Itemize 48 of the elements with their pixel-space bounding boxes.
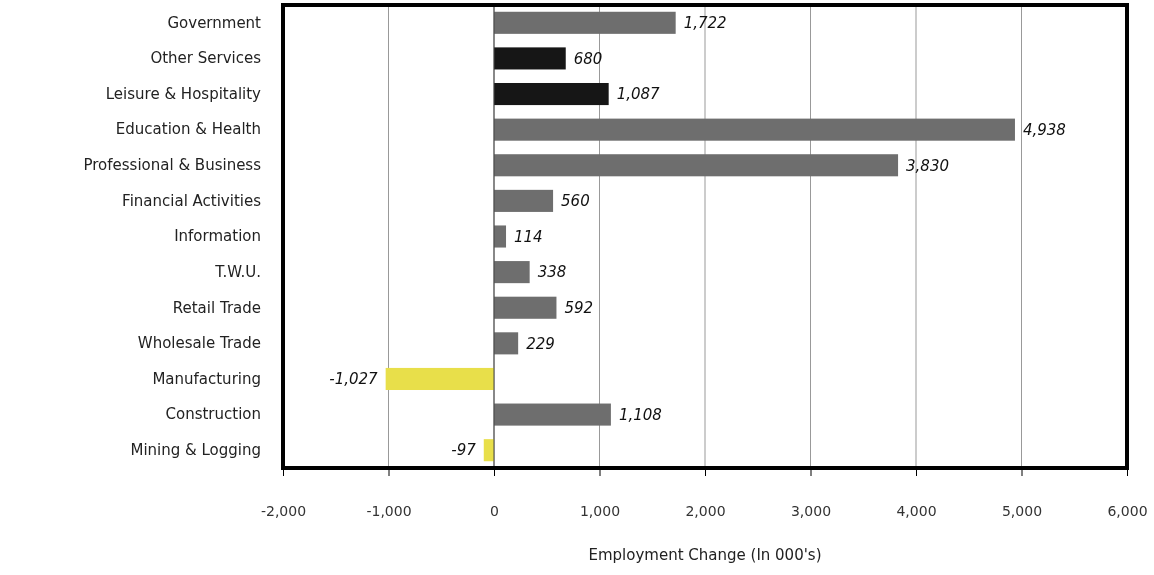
y-tick-label: Construction — [165, 405, 261, 424]
data-label: 1,108 — [618, 405, 662, 424]
y-tick-label: Information — [174, 227, 261, 246]
x-tick-label: 6,000 — [1107, 502, 1148, 519]
data-label: 338 — [537, 263, 567, 282]
x-tick-label: 1,000 — [579, 502, 621, 519]
x-tick-label: -1,000 — [366, 502, 412, 519]
data-label: 229 — [526, 334, 555, 353]
y-tick-label: Manufacturing — [152, 369, 261, 388]
bar — [494, 83, 609, 106]
y-tick-label: Government — [167, 13, 262, 32]
y-tick-label: Professional & Business — [83, 156, 262, 175]
y-tick-label: Leisure & Hospitality — [105, 84, 262, 103]
data-label: -1,027 — [329, 370, 379, 389]
bar — [494, 261, 530, 284]
y-tick-label: Other Services — [150, 49, 262, 68]
data-label: 560 — [561, 192, 590, 211]
data-label: 114 — [514, 227, 543, 246]
y-tick-label: T.W.U. — [214, 262, 261, 281]
data-label: 1,087 — [616, 85, 661, 104]
bar — [494, 189, 554, 212]
y-tick-label: Retail Trade — [172, 298, 261, 317]
x-tick-label: 0 — [490, 502, 499, 519]
bar — [385, 367, 494, 390]
y-tick-label: Mining & Logging — [130, 440, 261, 459]
y-tick-label: Wholesale Trade — [137, 334, 261, 353]
x-tick-label: -2,000 — [260, 502, 307, 519]
data-label: -97 — [451, 441, 477, 460]
data-label: 1,722 — [683, 14, 727, 33]
x-tick-label: 4,000 — [896, 502, 937, 519]
x-tick-label: 3,000 — [790, 502, 832, 519]
y-tick-label: Financial Activities — [122, 191, 262, 210]
bar — [494, 225, 507, 248]
y-tick-label: Education & Health — [115, 120, 261, 139]
data-label: 680 — [573, 49, 603, 68]
x-tick-label: 2,000 — [685, 502, 726, 519]
bar — [494, 403, 611, 426]
x-axis-title: Employment Change (In 000's) — [588, 546, 822, 564]
bar — [494, 332, 519, 355]
data-label: 592 — [564, 298, 594, 317]
x-tick-label: 5,000 — [1001, 502, 1043, 519]
bar — [494, 154, 899, 177]
bar — [494, 296, 557, 319]
bar — [494, 47, 566, 70]
bar — [494, 11, 676, 34]
data-label: 3,830 — [906, 156, 950, 175]
bar — [494, 118, 1015, 141]
data-label: 4,938 — [1022, 120, 1066, 139]
